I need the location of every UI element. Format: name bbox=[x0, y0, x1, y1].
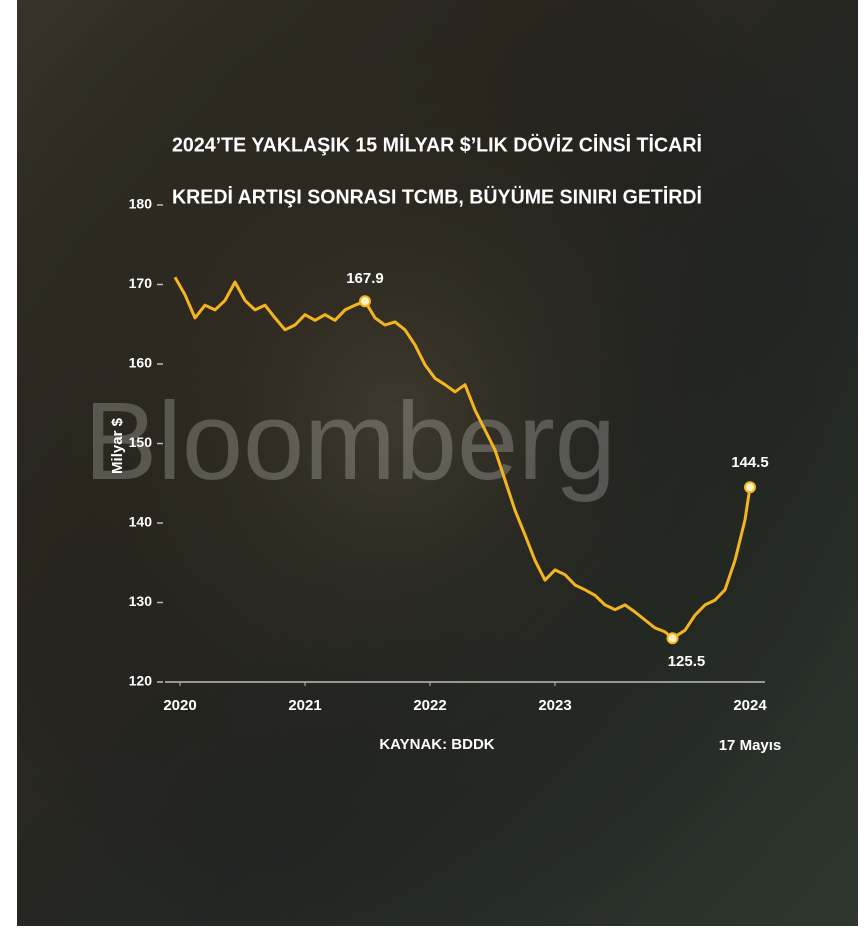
highlight-label: 125.5 bbox=[668, 653, 706, 670]
y-axis-label: Milyar $ bbox=[109, 417, 126, 474]
source: KAYNAK: BDDK bbox=[379, 736, 494, 753]
highlight-point bbox=[666, 632, 679, 645]
background-shade bbox=[17, 0, 858, 926]
y-tick-label: 180 bbox=[129, 196, 153, 212]
y-tick-label: 150 bbox=[129, 434, 153, 450]
y-tick-label: 140 bbox=[129, 514, 153, 530]
y-tick-label: 160 bbox=[129, 355, 153, 371]
x-tick-label: 2022 bbox=[413, 697, 446, 714]
y-tick-label: 120 bbox=[129, 673, 153, 689]
y-tick-label: 170 bbox=[129, 275, 153, 291]
highlight-label: 167.9 bbox=[346, 270, 384, 287]
y-tick-label: 130 bbox=[129, 593, 153, 609]
x-tick-label: 2020 bbox=[163, 697, 196, 714]
chart-title: 2024’TE YAKLAŞIK 15 MİLYAR $’LIK DÖVİZ C… bbox=[172, 133, 702, 156]
highlight-point bbox=[359, 295, 371, 308]
x-tick-label: 2023 bbox=[538, 697, 571, 714]
background-glow bbox=[17, 0, 858, 926]
data-line bbox=[173, 276, 752, 640]
highlight-label: 144.5 bbox=[731, 454, 769, 471]
x-tick-label: 2021 bbox=[288, 697, 321, 714]
end-date-label: 17 Mayıs bbox=[719, 737, 782, 754]
end-date-label: 2024 bbox=[733, 697, 767, 714]
watermark: Bloomberg bbox=[84, 380, 616, 503]
highlight-point bbox=[744, 481, 756, 494]
chart-title: KREDİ ARTIŞI SONRASI TCMB, BÜYÜME SINIRI… bbox=[172, 185, 702, 208]
